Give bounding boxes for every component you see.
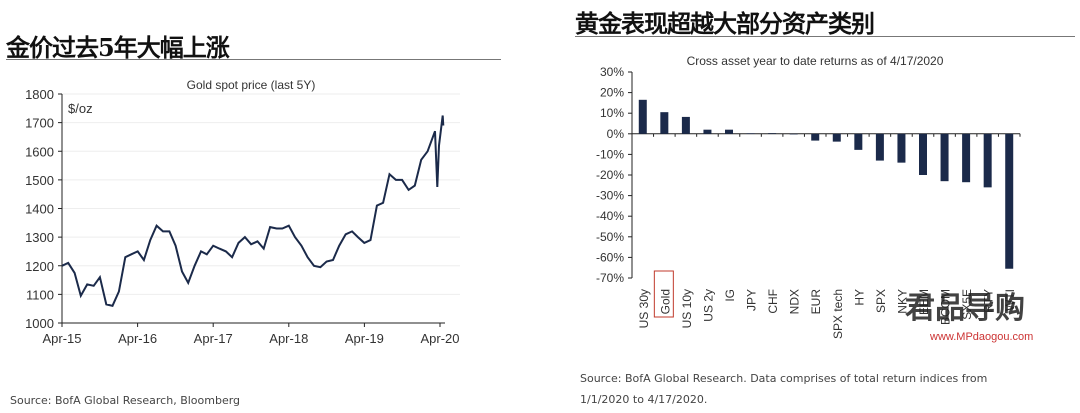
bar-jpy: [746, 133, 755, 134]
y-tick-label: 1800: [25, 87, 54, 102]
right-divider: [575, 36, 1075, 37]
y-tick-label: -40%: [596, 209, 624, 223]
y-tick-label: 1600: [25, 144, 54, 159]
y-tick-label: 10%: [600, 106, 624, 120]
y-tick-label: -30%: [596, 189, 624, 203]
watermark-logo: 君品导购: [905, 292, 1025, 325]
y-tick-label: 1100: [26, 287, 54, 302]
y-tick-label: 1200: [25, 259, 54, 274]
y-tick-label: -70%: [596, 271, 624, 285]
y-axis-unit: $/oz: [68, 101, 93, 116]
gold-highlight-box: [653, 270, 674, 318]
bar-sx5e: [962, 133, 971, 183]
x-tick-label: Apr-15: [42, 331, 81, 346]
bar-spx: [875, 133, 884, 161]
left-heading: 金价过去5年大幅上涨: [6, 33, 230, 62]
y-tick-label: 1500: [25, 173, 54, 188]
y-tick-label: 1300: [25, 230, 54, 245]
y-tick-label: 1400: [25, 202, 54, 217]
y-tick-label: -10%: [596, 147, 624, 161]
x-tick-label: Apr-20: [420, 331, 459, 346]
x-tick-label: JPY: [745, 289, 759, 311]
y-tick-label: -50%: [596, 230, 624, 244]
bar-rty: [983, 133, 992, 188]
bar-us-30y: [638, 99, 647, 134]
x-tick-label: EUR: [809, 289, 823, 315]
bar-hy: [854, 133, 863, 150]
y-tick-label: 1700: [25, 116, 54, 131]
line-chart-title: Gold spot price (last 5Y): [187, 78, 316, 92]
x-tick-label: NDX: [788, 289, 802, 314]
left-source: Source: BofA Global Research, Bloomberg: [10, 394, 241, 407]
x-tick-label: US 10y: [680, 289, 694, 328]
y-tick-label: 0%: [607, 127, 625, 141]
x-tick-label: IG: [723, 289, 737, 302]
bar-us-2y: [703, 129, 712, 134]
left-divider: [6, 59, 501, 60]
bar-eur: [811, 133, 820, 141]
x-tick-label: EEM: [917, 289, 931, 315]
x-tick-label: Apr-16: [118, 331, 157, 346]
x-tick-label: US 30y: [637, 289, 651, 328]
y-tick-label: -20%: [596, 168, 624, 182]
bar-spx-tech: [832, 133, 841, 142]
bar-gold: [660, 112, 669, 134]
x-tick-label: CHF: [766, 289, 780, 314]
bar-ndx: [789, 133, 798, 135]
x-tick-label: US 2y: [701, 289, 715, 322]
bar-chart-title: Cross asset year to date returns as of 4…: [687, 54, 944, 68]
y-tick-label: 20%: [600, 86, 624, 100]
y-tick-label: -60%: [596, 250, 624, 264]
x-tick-label: SPX: [874, 289, 888, 313]
bar-bcom: [940, 133, 949, 182]
x-tick-label: RTY: [982, 289, 996, 313]
x-tick-label: WTI: [1003, 289, 1017, 311]
bar-wti: [1005, 133, 1014, 269]
x-tick-label: Apr-18: [269, 331, 308, 346]
x-tick-label: NKY: [895, 289, 909, 314]
x-tick-label: BCOM: [939, 289, 953, 325]
bar-eem: [919, 133, 927, 175]
x-tick-label: HY: [852, 289, 866, 306]
right-source-line1: Source: BofA Global Research. Data compr…: [580, 372, 988, 385]
bar-ig: [725, 129, 733, 134]
x-tick-label: Apr-19: [345, 331, 384, 346]
gold-price-line: [61, 115, 445, 307]
y-tick-label: 1000: [25, 316, 54, 331]
x-tick-label: Apr-17: [194, 331, 233, 346]
right-heading: 黄金表现超越大部分资产类别: [575, 9, 875, 38]
right-source: Source: BofA Global Research. Data compr…: [580, 368, 987, 410]
x-tick-label: SX5E: [960, 289, 974, 320]
y-tick-label: 30%: [600, 65, 624, 79]
bar-chf: [768, 133, 777, 134]
watermark-url: www.MPdaogou.com: [930, 331, 1034, 343]
x-tick-label: Gold: [658, 289, 672, 314]
x-tick-label: SPX tech: [831, 289, 845, 339]
bar-nky: [897, 133, 906, 163]
bar-us-10y: [681, 116, 690, 134]
right-source-line2: 1/1/2020 to 4/17/2020.: [580, 393, 708, 406]
